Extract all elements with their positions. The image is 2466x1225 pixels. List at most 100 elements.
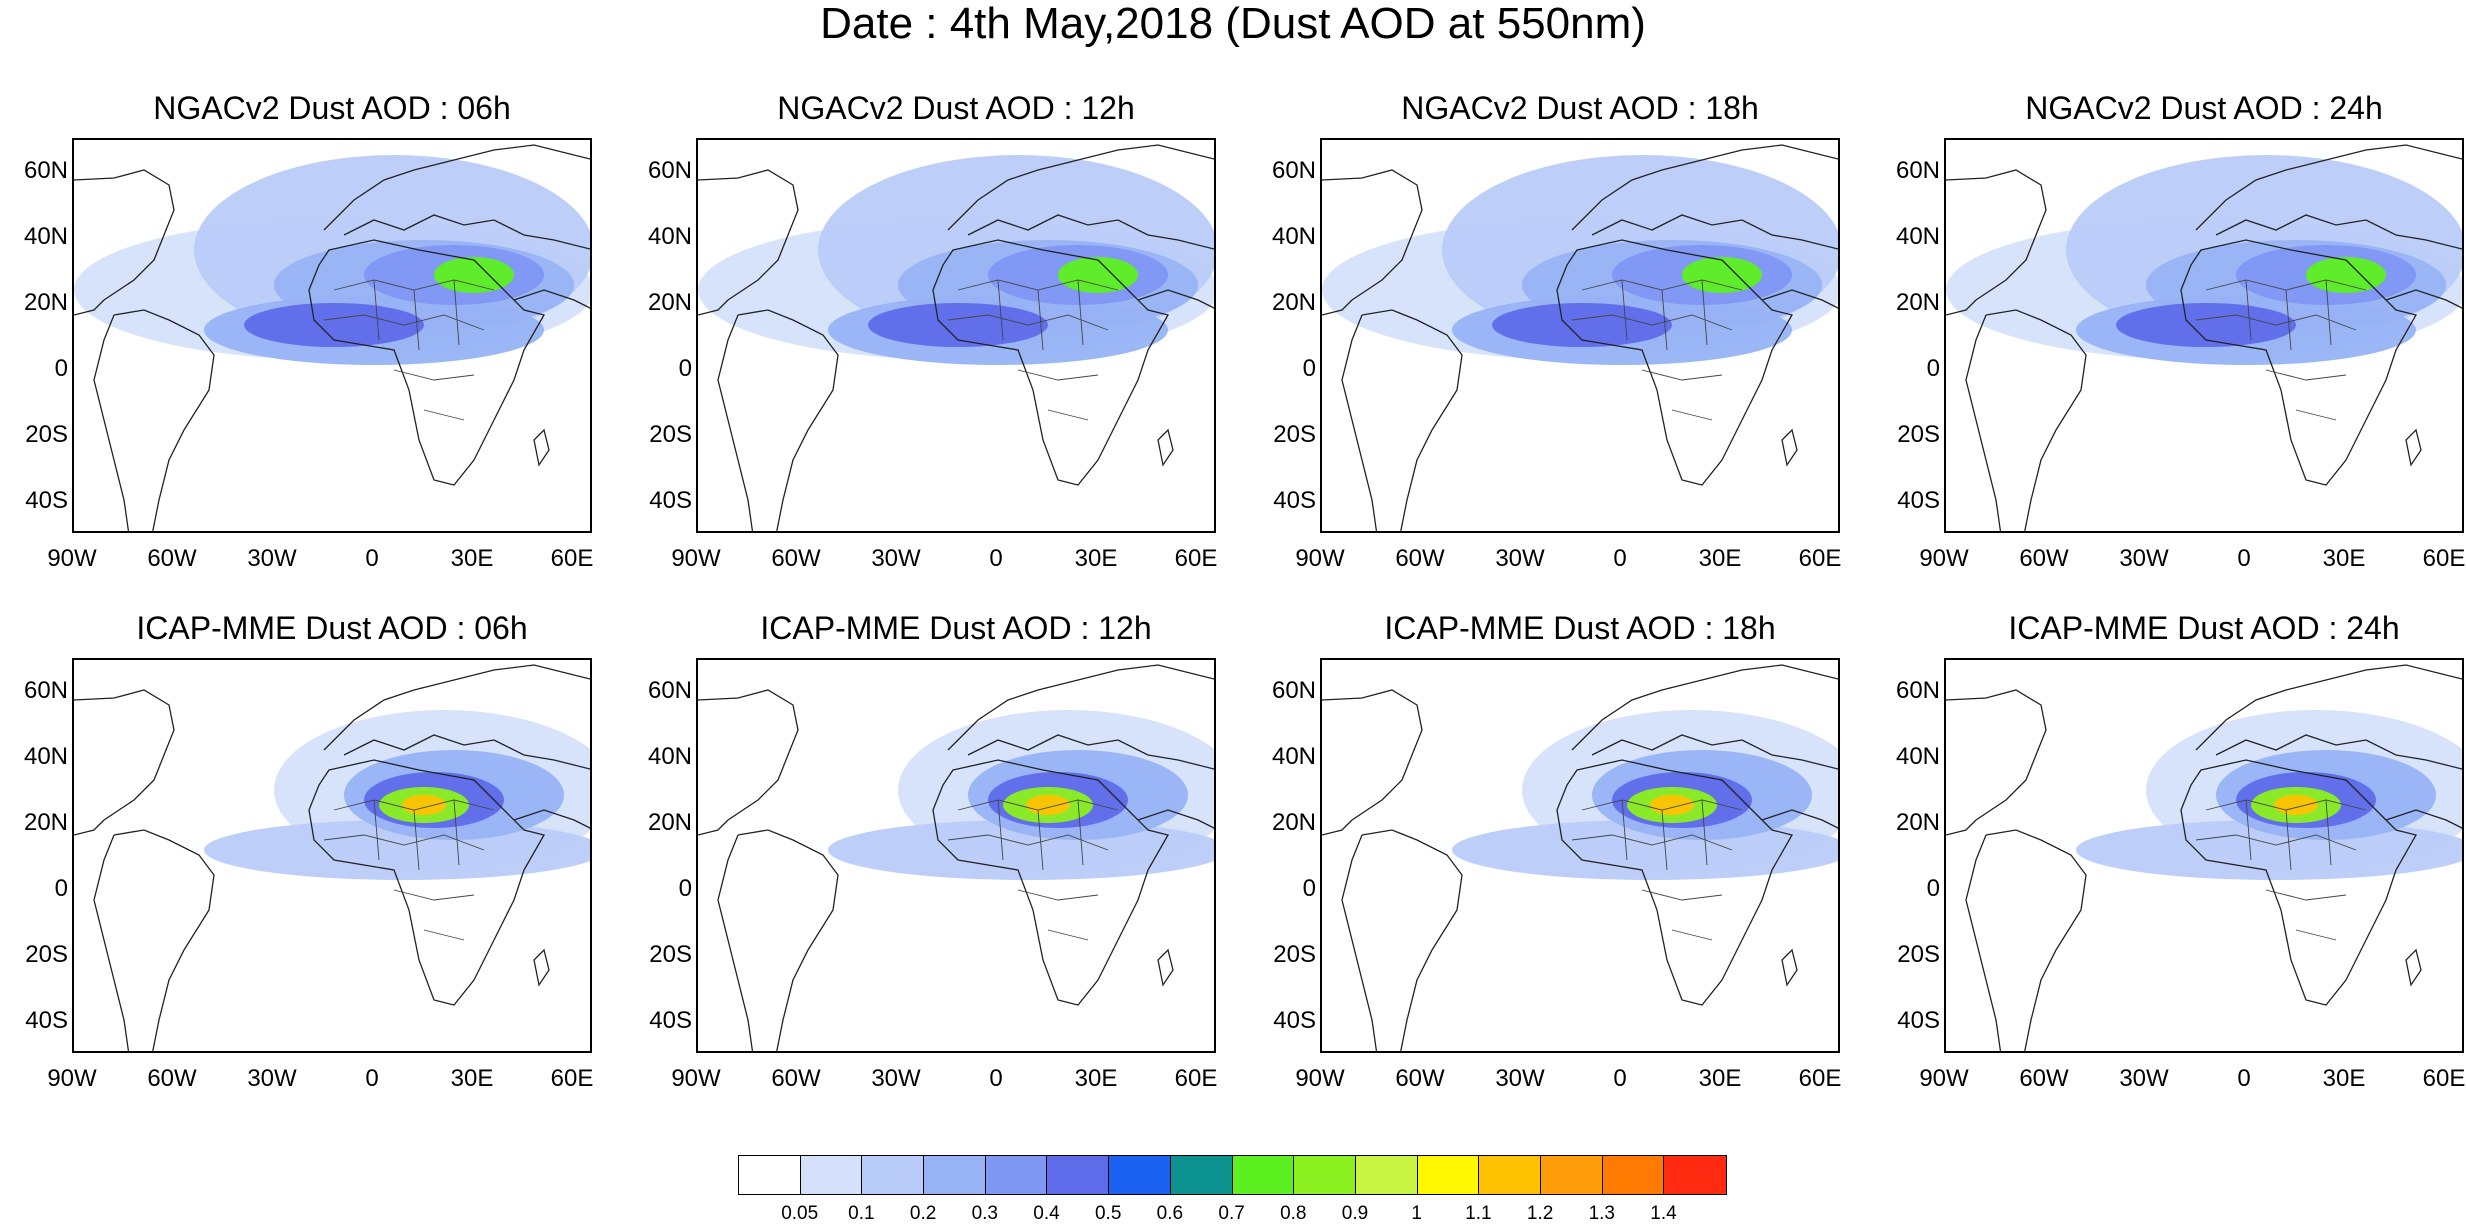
panel-title: ICAP-MME Dust AOD : 06h [136,610,528,646]
lat-tick-label: 40N [647,223,692,250]
country-border [453,279,460,346]
lon-tick-label: 60E [1798,1065,1842,1092]
coastline [1985,829,2087,1051]
lat-tick-label: 40S [25,487,68,514]
panel-title: NGACv2 Dust AOD : 18h [1401,90,1759,126]
map-frame [1944,658,2464,1053]
panel-title: ICAP-MME Dust AOD : 18h [1384,610,1776,646]
country-border [413,289,420,351]
country-border [1017,369,1099,381]
coastline [113,829,215,1051]
coastline [1965,834,2002,1051]
colorbar-swatch [1355,1156,1418,1194]
coastline [947,144,1214,231]
colorbar-level-label: 1.3 [1588,1203,1615,1224]
country-border [1701,279,1708,346]
coastline [947,664,1214,751]
map-frame [1944,138,2464,533]
coastline [932,239,1169,486]
lat-tick-label: 40S [1897,1007,1940,1034]
map-canvas [698,660,1214,1051]
coastline [1322,169,1423,316]
map-canvas [74,140,590,531]
country-border [423,929,465,941]
lon-tick-label: 30E [450,545,494,572]
coastline [1137,809,1214,829]
lat-tick-label: 20N [1895,289,1940,316]
country-border [2245,799,2252,861]
colorbar-level-label: 1.4 [1650,1203,1677,1224]
lat-tick-label: 40S [1273,487,1316,514]
coastline [1761,289,1838,309]
colorbar-level-label: 0.1 [848,1203,875,1224]
map-panel: NGACv2 Dust AOD : 24h 60N 40N 20N 0 20S 40S 90W… [1872,88,2465,571]
colorbar-swatch [1479,1156,1541,1194]
lat-tick-label: 0 [1302,355,1316,382]
lat-tick-label: 40S [649,1007,692,1034]
country-border [2295,929,2337,941]
coastline [1965,314,2002,531]
colorbar-level-label: 0.3 [971,1203,998,1224]
lat-tick-label: 40N [1895,743,1940,770]
lat-tick-label: 20N [1271,809,1316,836]
lon-tick-label: 0 [365,1065,379,1092]
map-canvas [1946,660,2462,1051]
map-frame [1320,138,1840,533]
lat-tick-label: 20S [25,421,68,448]
lat-tick-label: 40N [1895,223,1940,250]
lon-tick-label: 30W [247,545,297,572]
country-border [1017,889,1099,901]
coastline [2195,144,2462,231]
lon-tick-label: 60E [1174,1065,1218,1092]
lat-tick-label: 40N [23,743,68,770]
coastline [1556,759,1793,1006]
country-border [2285,809,2292,871]
map-panel: ICAP-MME Dust AOD : 06h 60N 40N 20N 0 20S 40S 9… [0,608,593,1091]
coastline [1361,309,1463,531]
coastline [93,314,130,531]
colorbar-level-label: 0.05 [781,1203,819,1224]
lat-tick-label: 0 [54,355,68,382]
country-border [1047,409,1089,421]
coastline [2405,428,2422,467]
coastline [1591,734,1838,770]
lat-tick-label: 40S [1897,487,1940,514]
country-border [1077,799,1084,866]
coastline [1137,289,1214,309]
lat-tick-label: 40N [1271,223,1316,250]
map-frame [72,658,592,1053]
country-border [1077,279,1084,346]
lat-tick-label: 20S [25,941,68,968]
coastline [2215,214,2462,250]
lon-tick-label: 30E [1698,1065,1742,1092]
lat-tick-label: 60N [647,677,692,704]
map-frame [696,658,1216,1053]
country-border [453,799,460,866]
lon-tick-label: 60E [550,545,594,572]
colorbar-level-label: 0.7 [1218,1203,1245,1224]
lon-tick-label: 0 [989,545,1003,572]
country-border [1037,289,1044,351]
country-border [2285,289,2292,351]
colorbar-level-label: 0.9 [1341,1203,1369,1224]
country-border [1661,289,1668,351]
coastline [343,734,590,770]
colorbar-swatch [800,1156,863,1194]
lat-tick-label: 20S [1273,421,1316,448]
lon-tick-label: 30W [247,1065,297,1092]
coastline [1341,314,1378,531]
coastline [1571,144,1838,231]
lon-tick-label: 90W [47,545,97,572]
colorbar-swatch [1602,1156,1665,1194]
coastline [1946,169,2047,316]
coastline [967,734,1214,770]
panel-title: NGACv2 Dust AOD : 06h [153,90,511,126]
colorbar-level-label: 1 [1411,1203,1422,1224]
panel-title: ICAP-MME Dust AOD : 12h [760,610,1152,646]
map-panel: ICAP-MME Dust AOD : 12h 60N 40N 20N 0 20S 40S 9… [624,608,1217,1091]
map-canvas [74,660,590,1051]
map-panel: ICAP-MME Dust AOD : 18h 60N 40N 20N 0 20S 40S 9… [1248,608,1841,1091]
lat-tick-label: 20S [1897,941,1940,968]
lon-tick-label: 60W [147,1065,197,1092]
country-border [1661,809,1668,871]
